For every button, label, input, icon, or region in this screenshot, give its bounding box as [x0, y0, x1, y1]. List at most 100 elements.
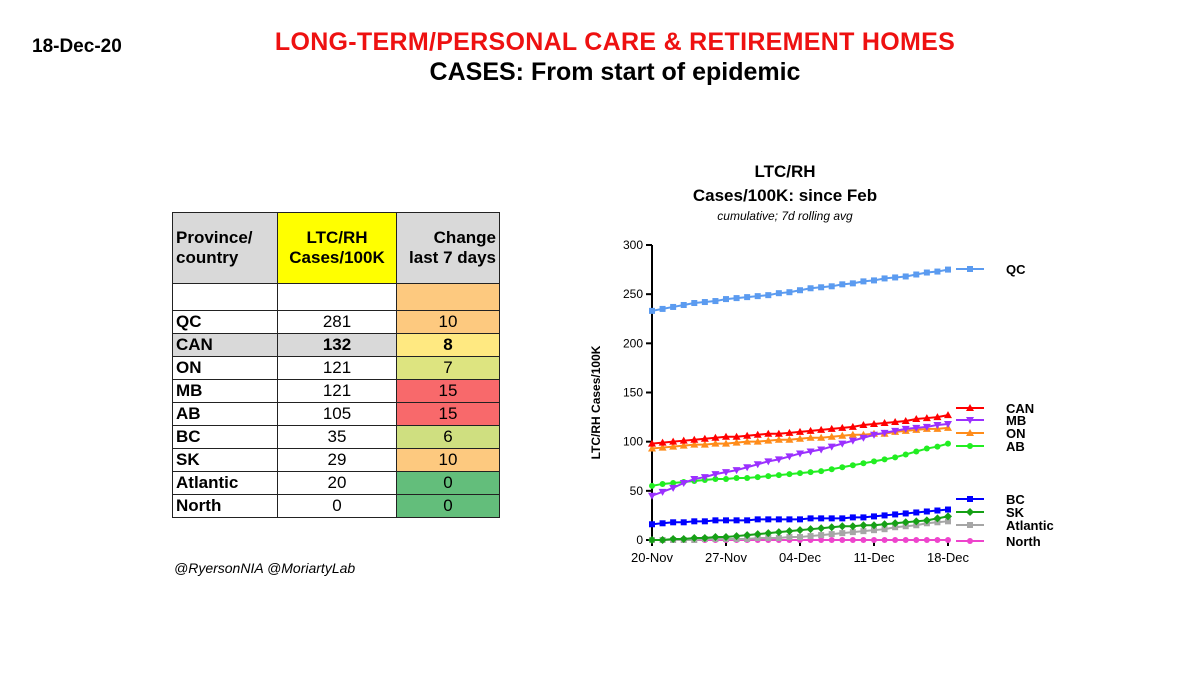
data-point: [859, 521, 868, 530]
data-point: [775, 535, 782, 542]
data-point: [923, 445, 930, 452]
cases-cell: 121: [277, 356, 397, 380]
data-point: [732, 532, 741, 541]
data-point: [774, 429, 783, 437]
change-cell: 0: [396, 471, 500, 495]
data-point: [934, 443, 941, 450]
data-point: [649, 482, 655, 489]
data-point: [881, 526, 888, 533]
data-point: [753, 430, 762, 438]
data-point: [765, 292, 772, 299]
province-cell: ON: [172, 356, 278, 380]
data-point: [839, 530, 846, 537]
data-point: [838, 522, 847, 531]
data-point: [774, 435, 783, 443]
data-point: [838, 431, 847, 439]
data-point: [723, 517, 729, 524]
data-point: [648, 439, 656, 447]
data-point: [871, 458, 877, 465]
data-point: [806, 433, 815, 441]
data-point: [669, 437, 678, 445]
data-point: [690, 435, 699, 443]
data-point: [860, 514, 867, 521]
legend-marker: [967, 538, 973, 544]
data-point: [648, 492, 656, 500]
legend-marker: [967, 266, 973, 272]
legend-marker: [966, 404, 974, 411]
data-point: [711, 533, 720, 542]
data-point: [743, 464, 752, 472]
data-point: [871, 527, 877, 534]
data-point: [807, 469, 814, 476]
data-point: [806, 426, 815, 434]
data-point: [711, 439, 720, 447]
data-point: [849, 514, 856, 521]
data-point: [649, 307, 655, 314]
data-point: [722, 469, 730, 477]
data-point: [785, 435, 794, 443]
data-point: [859, 420, 868, 428]
data-point: [922, 414, 931, 422]
data-point: [691, 518, 698, 525]
data-point: [922, 516, 931, 525]
data-point: [828, 466, 835, 473]
data-point: [711, 433, 720, 441]
data-point: [827, 432, 836, 440]
province-cell: SK: [172, 448, 278, 472]
data-point: [923, 537, 930, 543]
data-point: [723, 296, 729, 303]
data-point: [901, 518, 910, 527]
province-cell: MB: [172, 379, 278, 403]
data-point: [913, 448, 920, 455]
data-point: [892, 274, 899, 281]
data-point: [786, 471, 793, 478]
data-point: [786, 516, 793, 523]
data-point: [797, 287, 803, 294]
data-point: [796, 427, 804, 435]
data-point: [785, 453, 794, 461]
data-point: [670, 479, 677, 486]
date-label: 18-Dec-20: [32, 36, 122, 57]
data-point: [807, 515, 814, 522]
data-point: [753, 437, 762, 445]
table-row: Atlantic 20 0: [172, 471, 500, 495]
data-point: [732, 432, 741, 440]
data-point: [670, 519, 677, 526]
table-row: ON 121 7: [172, 356, 500, 380]
province-cell: North: [172, 494, 278, 518]
data-point: [902, 273, 909, 280]
data-point: [848, 422, 857, 430]
province-table: Province/country LTC/RH Cases/100K Change…: [172, 212, 500, 518]
x-tick-label: 20-Nov: [631, 550, 673, 565]
y-tick-label: 150: [623, 386, 643, 400]
data-point: [658, 536, 667, 544]
change-cell: 8: [396, 333, 500, 357]
data-point: [881, 512, 888, 519]
data-point: [764, 436, 773, 444]
data-point: [690, 440, 699, 448]
data-point: [817, 446, 826, 454]
data-point: [797, 534, 803, 541]
data-point: [711, 471, 720, 479]
data-point: [753, 461, 762, 469]
table-row: North 0 0: [172, 494, 500, 518]
data-point: [839, 537, 846, 543]
data-point: [828, 531, 835, 538]
data-point: [659, 480, 666, 487]
chart-note: cumulative; 7d rolling avg: [717, 209, 853, 223]
chart-title: LTC/RH: [754, 162, 815, 181]
cases-cell: 20: [277, 471, 397, 495]
data-point: [806, 448, 815, 456]
data-point: [648, 536, 656, 544]
data-point: [945, 537, 951, 543]
cases-cell: 132: [277, 333, 397, 357]
data-point: [902, 537, 909, 543]
data-point: [839, 464, 846, 471]
change-cell: 15: [396, 402, 500, 426]
data-point: [732, 467, 741, 475]
data-point: [933, 421, 942, 429]
data-point: [827, 424, 836, 432]
data-point: [743, 431, 752, 439]
y-tick-label: 50: [630, 484, 644, 498]
data-point: [860, 278, 867, 285]
